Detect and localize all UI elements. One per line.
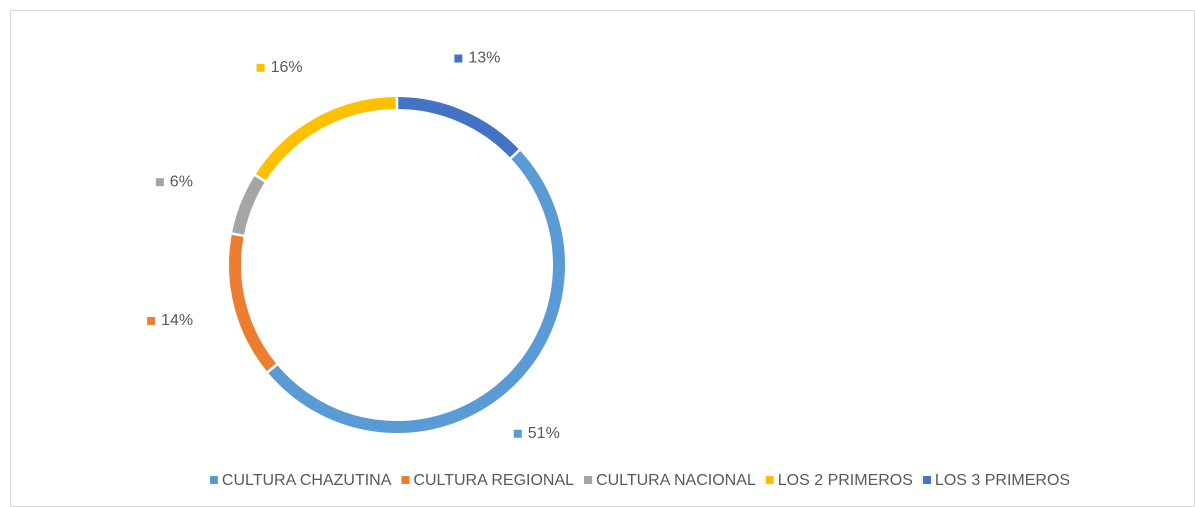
donut-slice (267, 150, 565, 433)
legend-label: LOS 3 PRIMEROS (935, 472, 1070, 489)
data-label: 51% (528, 425, 560, 442)
label-marker (147, 316, 156, 325)
slice-gap (509, 148, 522, 160)
legend-marker (584, 476, 593, 484)
legend-label: LOS 2 PRIMEROS (778, 472, 913, 489)
label-marker (454, 54, 463, 63)
legend-label: CULTURA REGIONAL (413, 472, 574, 489)
legend-marker (209, 476, 218, 484)
data-label: 14% (161, 312, 193, 329)
slice-gap (265, 362, 279, 374)
label-marker (155, 178, 164, 187)
legend-label: CULTURA NACIONAL (596, 472, 756, 489)
chart-border (10, 10, 1195, 507)
data-label: 16% (271, 59, 303, 76)
legend-marker (401, 476, 410, 484)
legend-marker (922, 476, 931, 484)
slice-gap (230, 232, 245, 238)
donut-slice (231, 174, 266, 236)
slice-gap (253, 173, 267, 184)
legend-label: CULTURA CHAZUTINA (222, 472, 392, 489)
donut-slice (396, 97, 520, 159)
data-label: 13% (468, 50, 500, 67)
donut-slice (229, 233, 277, 373)
legend-marker (765, 476, 774, 484)
donut-slice (255, 97, 398, 182)
label-marker (513, 429, 522, 438)
label-marker (256, 63, 265, 72)
data-label: 6% (170, 173, 193, 190)
